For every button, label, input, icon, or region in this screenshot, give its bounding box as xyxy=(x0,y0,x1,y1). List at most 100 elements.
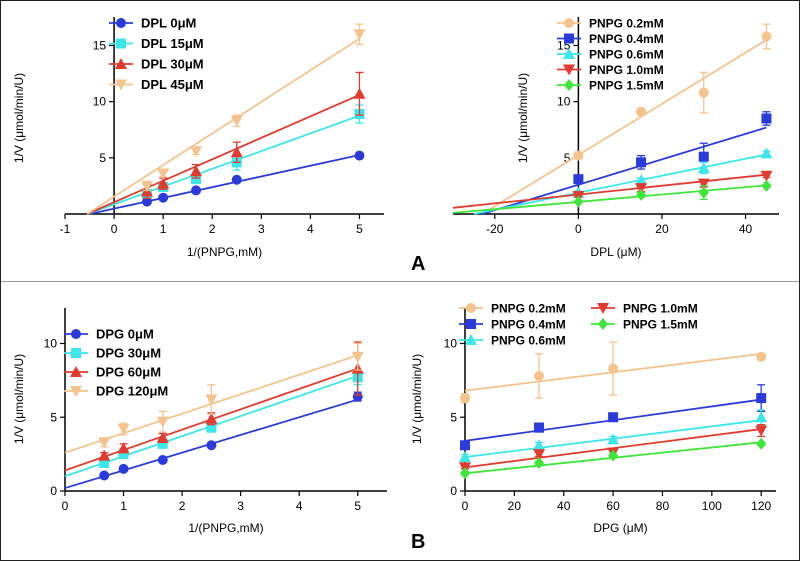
chart-a-left-series-3-point xyxy=(140,180,153,192)
chart-a-right-legend-marker-0 xyxy=(564,18,574,28)
chart-b-left-x-tick-label: 4 xyxy=(296,499,303,513)
chart-b-left-series-0-point xyxy=(206,440,217,451)
chart-a-right-series-2-point xyxy=(760,147,773,159)
chart-b-right-series-3-point xyxy=(533,449,546,461)
chart-b-right-x-axis-label: DPG (μM) xyxy=(593,521,647,535)
chart-a-right-series-4-point xyxy=(636,188,647,201)
chart-b-right-dpg-dixon: 0 20 40 60 80 100 120 0 5 10 DPG (μM) 1/V (μmol/min… xyxy=(410,302,776,535)
chart-b-right-y-tick-label: 5 xyxy=(450,410,457,424)
chart-a-left-x-tick-label: 1 xyxy=(160,222,167,236)
chart-b-right-series-2-point xyxy=(459,451,471,463)
chart-a-left-series-2-point xyxy=(353,87,366,99)
chart-a-left-legend-label-1: DPL 15μM xyxy=(141,36,204,51)
chart-b-right-series-0-point xyxy=(756,351,767,362)
chart-b-right-series-0-point xyxy=(534,370,545,381)
chart-b-right-x-tick-label: 20 xyxy=(508,499,522,513)
chart-b-left-series-2-point xyxy=(205,412,218,424)
chart-a-left-legend-label-3: DPL 45μM xyxy=(141,77,204,92)
chart-a-right-legend-marker-2 xyxy=(563,48,575,59)
chart-b-left-series-3 xyxy=(64,342,364,454)
chart-a-left-series-0-point xyxy=(354,150,365,161)
panel-label-b: B xyxy=(411,531,426,553)
chart-b-right-y-tick-label: 10 xyxy=(444,337,458,351)
chart-a-left-x-tick-label: 0 xyxy=(111,222,118,236)
chart-a-left-series-3 xyxy=(86,23,366,215)
chart-b-right-series-4-point xyxy=(460,467,470,480)
chart-b-left-series-3-point xyxy=(205,394,218,406)
chart-b-left-y-tick-label: 0 xyxy=(50,484,57,498)
chart-b-right-series-2-point xyxy=(755,411,768,423)
chart-b-left-legend-marker-1 xyxy=(71,348,81,358)
chart-b-left-series-3-point xyxy=(156,416,169,428)
chart-a-left-series-1 xyxy=(86,104,365,215)
chart-a-right-series-1-point xyxy=(636,157,647,168)
chart-b-left-dpg-lineweaver-burk: 0 1 2 3 4 5 0 5 10 1/(PNPG,mM) 1/V (μmol/min/U) DPG… xyxy=(12,308,387,535)
chart-a-left-series-2-point xyxy=(230,146,243,158)
chart-b-right-series-0 xyxy=(460,341,767,404)
chart-a-right-legend-label-0: PNPG 0.2mM xyxy=(589,17,664,31)
chart-b-left-y-tick-label: 10 xyxy=(44,337,58,351)
chart-b-right-series-3-point xyxy=(755,425,768,437)
chart-b-right-x-tick-label: 120 xyxy=(751,499,771,513)
chart-b-right-series-1-point xyxy=(534,422,545,433)
chart-a-left-x-axis-label: 1/(PNPG,mM) xyxy=(187,245,262,259)
chart-b-right-legend-marker-3 xyxy=(597,303,609,314)
chart-a-left-x-tick-label: 5 xyxy=(356,222,363,236)
chart-b-right-series-2-point xyxy=(533,439,546,451)
chart-b-right-x-tick-label: 80 xyxy=(656,499,670,513)
chart-b-left-series-1-point xyxy=(99,457,110,468)
chart-b-left-legend: DPG 0μM DPG 30μM DPG 60μM DPG 120μM xyxy=(64,327,168,399)
panel-label-a: A xyxy=(411,253,426,275)
chart-a-right-series-3-point xyxy=(697,178,710,190)
chart-b-right-legend-label-2: PNPG 0.6mM xyxy=(491,334,566,348)
chart-a-right-series-0-fit-line xyxy=(481,39,767,215)
chart-a-left-y-axis-label: 1/V (μmol/min/U) xyxy=(12,73,26,163)
chart-a-left-x-tick-label: 2 xyxy=(209,222,216,236)
chart-b-right-series-0-point xyxy=(608,363,619,374)
chart-b-left-x-axis-label: 1/(PNPG,mM) xyxy=(188,521,263,535)
chart-a-left-series-2-point xyxy=(157,177,170,189)
chart-a-left-legend-label-0: DPL 0μM xyxy=(141,16,196,31)
chart-b-left-series-0 xyxy=(64,391,363,489)
chart-a-left-legend-marker-2 xyxy=(115,58,127,69)
chart-b-right-series-1-point xyxy=(756,393,767,404)
chart-b-right-series-3 xyxy=(459,423,768,474)
chart-b-right-legend-label-0: PNPG 0.2mM xyxy=(491,302,566,316)
chart-a-right-legend-marker-1 xyxy=(564,33,574,44)
chart-b-right-x-tick-label: 60 xyxy=(606,499,620,513)
chart-a-right-series-4-point xyxy=(573,195,584,208)
chart-b-left-x-tick-label: 5 xyxy=(354,499,361,513)
chart-a-right-series-0-point xyxy=(636,106,647,117)
chart-a-left-series-3-point xyxy=(157,168,170,180)
chart-a-right-series-4-fit-line xyxy=(452,184,767,214)
chart-b-left-series-0-point xyxy=(157,455,168,466)
chart-b-left-legend-label-1: DPG 30μM xyxy=(96,346,161,361)
chart-a-right-x-tick-label: -20 xyxy=(486,222,504,236)
chart-b-right-series-1-point xyxy=(460,440,470,451)
chart-a-right-series-1-point xyxy=(761,113,772,124)
chart-a-right-legend-label-2: PNPG 0.6mM xyxy=(589,48,664,62)
chart-b-right-y-axis-label: 1/V (μmol/min/U) xyxy=(410,354,424,444)
chart-b-right-legend-marker-0 xyxy=(466,303,476,313)
chart-a-left-series-3-point xyxy=(353,29,366,41)
chart-a-left-series-3-point xyxy=(190,146,203,158)
chart-a-left-legend-marker-1 xyxy=(116,38,126,49)
chart-a-right-series-0-point xyxy=(573,150,584,161)
chart-a-right-series-4-point xyxy=(698,186,709,199)
chart-b-left-x-tick-label: 2 xyxy=(179,499,186,513)
chart-b-left-series-0-point xyxy=(352,391,363,402)
chart-b-left-series-2-point xyxy=(117,442,130,454)
chart-b-left-x-tick-label: 3 xyxy=(237,499,244,513)
chart-a-left-series-1-fit-line xyxy=(86,114,360,215)
chart-a-left-legend-label-2: DPL 30μM xyxy=(141,57,204,72)
chart-b-right-legend-marker-4 xyxy=(598,318,608,330)
chart-a-left-series-0-point xyxy=(191,185,202,196)
chart-b-left-series-2 xyxy=(64,341,364,472)
chart-a-right-legend-marker-4 xyxy=(564,79,574,91)
chart-b-left-legend-label-0: DPG 0μM xyxy=(96,327,154,342)
chart-a-left-legend: DPL 0μM DPL 15μM DPL 30μM DPL 45μM xyxy=(109,16,204,92)
chart-a-right-series-3-point xyxy=(635,183,648,195)
chart-b-left-series-3-point xyxy=(98,437,111,449)
